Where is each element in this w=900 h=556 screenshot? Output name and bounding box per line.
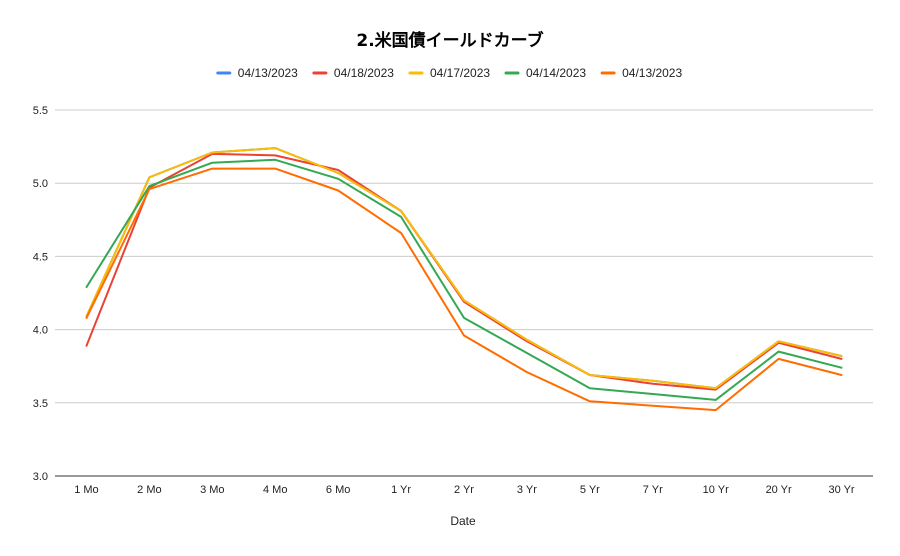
y-tick-label: 5.0 — [33, 178, 48, 190]
y-tick-label: 4.0 — [33, 325, 48, 337]
legend-label: 04/13/2023 — [622, 66, 682, 80]
x-axis-label: Date — [450, 514, 476, 528]
series-line-5 — [85, 167, 843, 412]
x-tick-label: 3 Yr — [517, 484, 537, 496]
x-tick-label: 2 Yr — [454, 484, 474, 496]
series-line-2 — [85, 152, 843, 391]
y-tick-label: 3.0 — [33, 471, 48, 483]
series-line-4 — [85, 158, 843, 401]
x-tick-label: 1 Yr — [391, 484, 411, 496]
x-tick-label: 1 Mo — [74, 484, 98, 496]
grid-lines — [55, 109, 873, 477]
series-line-1 — [85, 147, 843, 390]
x-tick-label: 20 Yr — [766, 484, 792, 496]
series-line-3 — [85, 147, 843, 390]
legend-item-5: 04/13/2023 — [600, 66, 682, 80]
series-lines — [85, 147, 843, 412]
legend: 04/13/2023 04/18/2023 04/17/2023 04/14/2023… — [216, 66, 682, 80]
y-tick-label: 5.5 — [33, 105, 48, 117]
x-axis-ticks: 1 Mo 2 Mo 3 Mo 4 Mo 6 Mo 1 Yr 2 Yr 3 Yr 5 Yr 7 Yr… — [74, 484, 855, 496]
x-tick-label: 30 Yr — [828, 484, 854, 496]
x-tick-label: 2 Mo — [137, 484, 161, 496]
legend-item-3: 04/17/2023 — [408, 66, 490, 80]
chart-title: 2.米国債イールドカーブ — [356, 30, 543, 51]
legend-label: 04/17/2023 — [430, 66, 490, 80]
y-tick-label: 4.5 — [33, 251, 48, 263]
legend-label: 04/13/2023 — [238, 66, 298, 80]
x-tick-label: 3 Mo — [200, 484, 224, 496]
x-tick-label: 4 Mo — [263, 484, 287, 496]
y-axis-ticks: 3.0 3.5 4.0 4.5 5.0 5.5 — [33, 105, 48, 483]
legend-label: 04/18/2023 — [334, 66, 394, 80]
legend-item-2: 04/18/2023 — [312, 66, 394, 80]
legend-item-1: 04/13/2023 — [216, 66, 298, 80]
y-tick-label: 3.5 — [33, 398, 48, 410]
x-tick-label: 5 Yr — [580, 484, 600, 496]
legend-label: 04/14/2023 — [526, 66, 586, 80]
x-tick-label: 7 Yr — [643, 484, 663, 496]
legend-item-4: 04/14/2023 — [504, 66, 586, 80]
x-tick-label: 10 Yr — [703, 484, 729, 496]
x-tick-label: 6 Mo — [326, 484, 350, 496]
